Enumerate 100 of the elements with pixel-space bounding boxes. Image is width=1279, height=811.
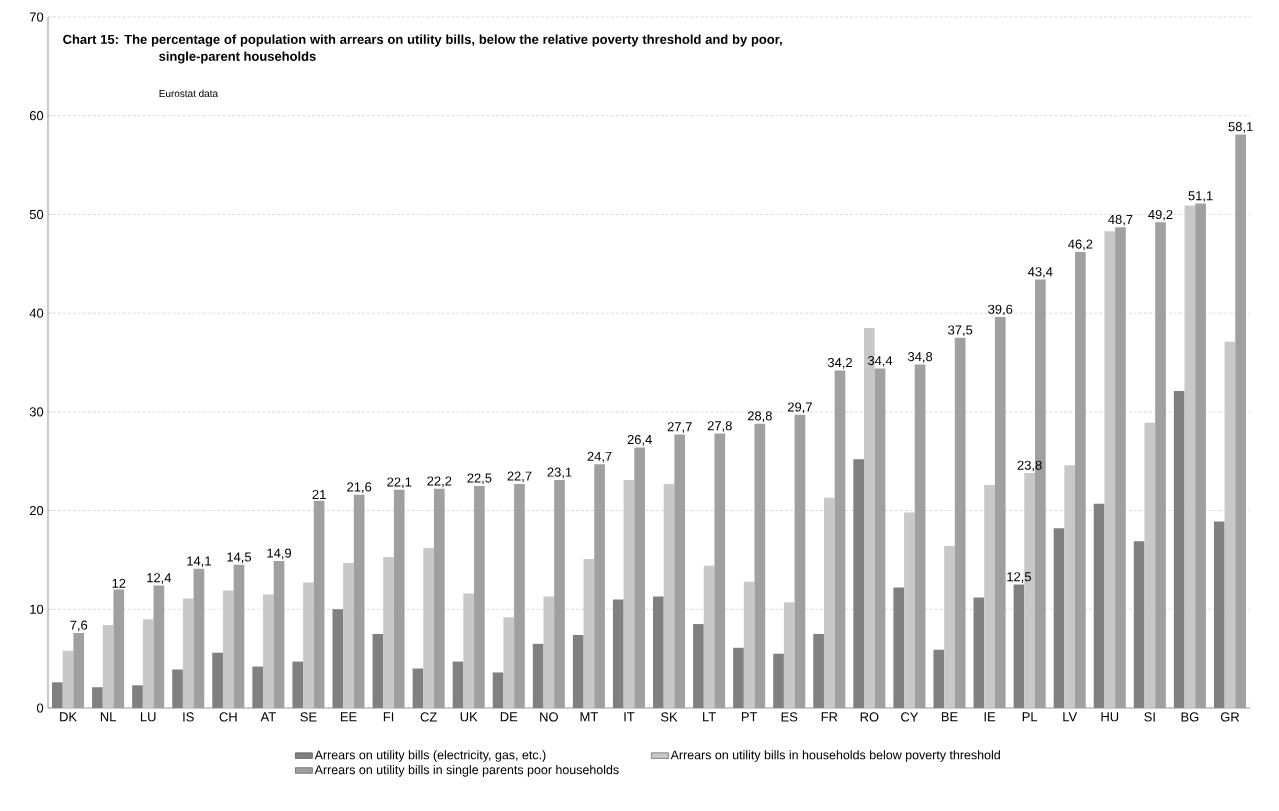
- bar: [663, 483, 675, 708]
- bar: [893, 587, 905, 708]
- bar: [1053, 528, 1065, 708]
- bar: [263, 594, 274, 708]
- data-label: 23,1: [547, 467, 572, 479]
- bar: [973, 597, 985, 708]
- data-label: 14,1: [187, 556, 211, 568]
- data-label: 58,1: [1228, 122, 1253, 133]
- x-tick-label: FI: [383, 712, 394, 722]
- x-tick-label: DE: [500, 712, 518, 722]
- x-tick-label: LV: [1063, 712, 1078, 722]
- bar: [412, 668, 424, 708]
- x-tick-label: SK: [660, 712, 678, 722]
- bar: [452, 661, 464, 708]
- data-label: 34,2: [827, 357, 852, 369]
- bar: [653, 596, 664, 708]
- x-tick-label: UK: [460, 712, 478, 722]
- data-label: 27,8: [707, 421, 732, 432]
- data-label: 37,5: [948, 325, 973, 337]
- bar: [853, 459, 865, 708]
- bar: [773, 653, 784, 708]
- x-tick-label: AT: [260, 712, 276, 722]
- bar: [813, 633, 824, 708]
- x-tick-label: PL: [1022, 712, 1038, 722]
- bar: [62, 650, 74, 708]
- bar: [612, 599, 624, 708]
- x-tick-label: GR: [1220, 712, 1240, 722]
- x-tick-label: LU: [140, 712, 156, 722]
- y-tick-label: 20: [29, 505, 44, 516]
- x-tick-label: IE: [984, 712, 996, 722]
- bar: [332, 609, 344, 708]
- bar: [944, 546, 955, 708]
- x-tick-label: CH: [219, 712, 237, 722]
- bar: [1213, 521, 1225, 708]
- y-tick-label: 0: [36, 703, 44, 713]
- legend-label: Arrears on utility bills in single parents poor households: [314, 765, 619, 777]
- bar: [212, 652, 223, 708]
- data-label: 27,7: [667, 422, 692, 433]
- data-label: 49,2: [1148, 209, 1173, 221]
- x-tick-label: NL: [100, 712, 116, 722]
- data-label: 24,7: [587, 451, 612, 463]
- legend-label: Arrears on utility bills in households below poverty threshold: [670, 750, 1000, 762]
- bar: [1184, 205, 1196, 708]
- annotation: Eurostat data: [159, 89, 219, 98]
- x-tick-label: DK: [60, 712, 77, 722]
- bar: [1133, 541, 1145, 708]
- data-label: 23,8: [1017, 460, 1042, 472]
- bar: [132, 685, 143, 708]
- bar: [1173, 391, 1185, 708]
- bar: [343, 562, 354, 708]
- bar: [102, 625, 114, 708]
- data-label: 12,4: [147, 573, 172, 584]
- bar: [984, 484, 995, 708]
- bar: [1224, 341, 1236, 708]
- x-tick-label: SI: [1144, 712, 1155, 722]
- data-label: 22,1: [387, 477, 412, 489]
- x-tick-label: FR: [821, 712, 838, 722]
- data-label: 48,7: [1108, 214, 1133, 226]
- bar: [423, 548, 434, 708]
- bar: [222, 590, 234, 708]
- bar: [182, 598, 194, 708]
- bar: [933, 649, 945, 708]
- data-label: 43,4: [1028, 267, 1053, 278]
- x-tick-label: MT: [580, 712, 598, 722]
- y-tick-label: 60: [29, 111, 44, 121]
- data-label: 14,5: [227, 552, 252, 564]
- data-label: 39,6: [988, 304, 1013, 316]
- y-tick-label: 40: [29, 308, 44, 318]
- x-tick-label: PT: [741, 712, 758, 722]
- x-tick-label: LT: [703, 712, 716, 722]
- bar: [142, 619, 154, 708]
- x-tick-label: SE: [300, 712, 317, 722]
- bar: [623, 479, 635, 708]
- x-tick-label: CY: [901, 712, 919, 722]
- y-tick-label: 30: [29, 407, 44, 417]
- x-tick-label: IS: [183, 712, 194, 722]
- x-tick-label: EE: [340, 712, 357, 722]
- bar: [303, 582, 314, 708]
- y-tick-label: 50: [29, 209, 44, 219]
- bar: [532, 643, 544, 708]
- data-label: 28,8: [747, 411, 772, 422]
- bar: [292, 661, 304, 708]
- bar: [572, 634, 584, 708]
- bar: [1013, 584, 1025, 708]
- data-label: 22,2: [427, 476, 452, 488]
- bar: [703, 565, 715, 708]
- data-label: 12: [112, 578, 126, 588]
- data-label: 26,4: [627, 434, 652, 446]
- bar: [52, 682, 63, 708]
- data-label: 21,6: [347, 482, 372, 494]
- x-tick-label: CZ: [420, 712, 437, 722]
- data-label: 29,7: [787, 402, 812, 414]
- legend-label: Arrears on utility bills (electricity, gas, etc.): [314, 750, 546, 762]
- bar: [372, 633, 384, 708]
- y-tick-label: 10: [30, 604, 44, 614]
- x-tick-label: IT: [624, 712, 635, 722]
- bar: [463, 593, 475, 708]
- data-label: 46,2: [1068, 239, 1093, 251]
- data-label: 22,7: [507, 471, 532, 483]
- bar: [583, 558, 595, 708]
